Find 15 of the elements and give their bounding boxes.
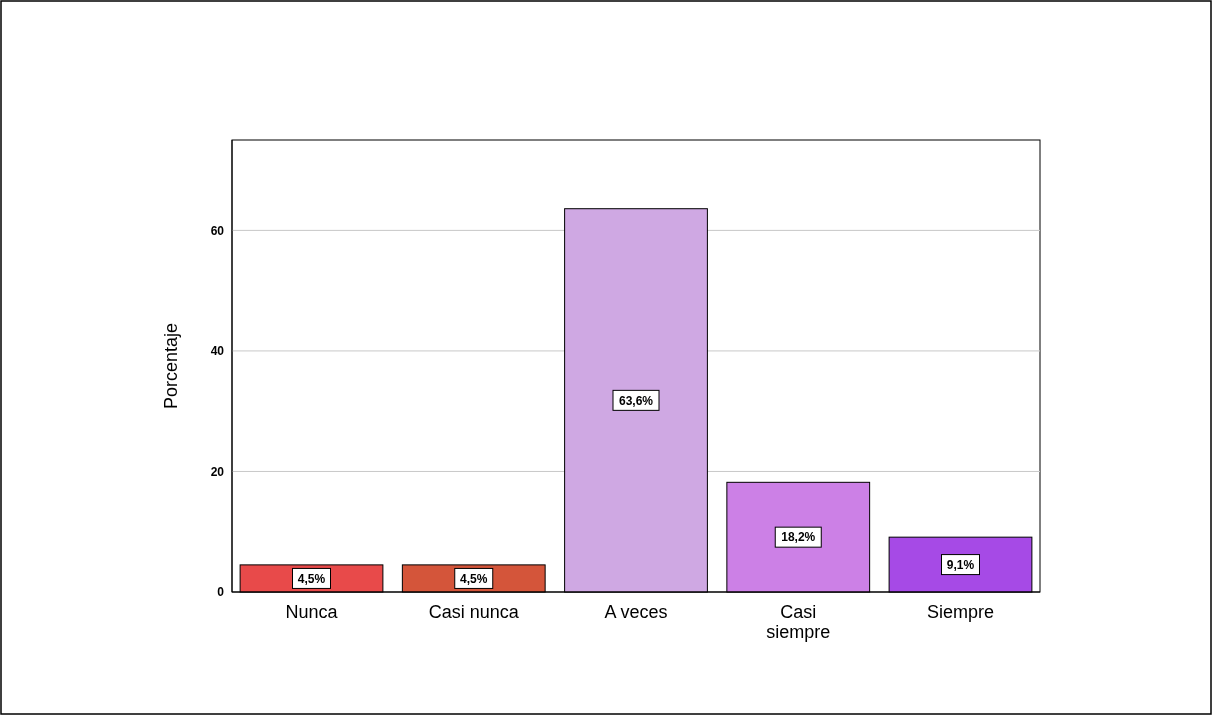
data-label: 18,2% xyxy=(781,530,816,545)
x-tick-label: Casi siempre xyxy=(766,602,831,642)
y-tick-label: 40 xyxy=(210,344,225,359)
x-tick-label: Casi nunca xyxy=(428,602,520,622)
y-axis-title: Porcentaje xyxy=(161,322,181,410)
y-tick-label: 20 xyxy=(210,464,225,479)
x-tick-label: Siempre xyxy=(926,602,995,622)
data-label: 4,5% xyxy=(297,571,326,586)
data-label: 9,1% xyxy=(946,557,975,572)
data-label: 63,6% xyxy=(618,393,654,408)
y-tick-label: 0 xyxy=(217,585,225,600)
y-tick-label: 60 xyxy=(210,223,225,238)
data-label: 4,5% xyxy=(460,571,488,586)
x-tick-label: A veces xyxy=(604,602,668,622)
x-tick-label: Nunca xyxy=(285,602,339,622)
